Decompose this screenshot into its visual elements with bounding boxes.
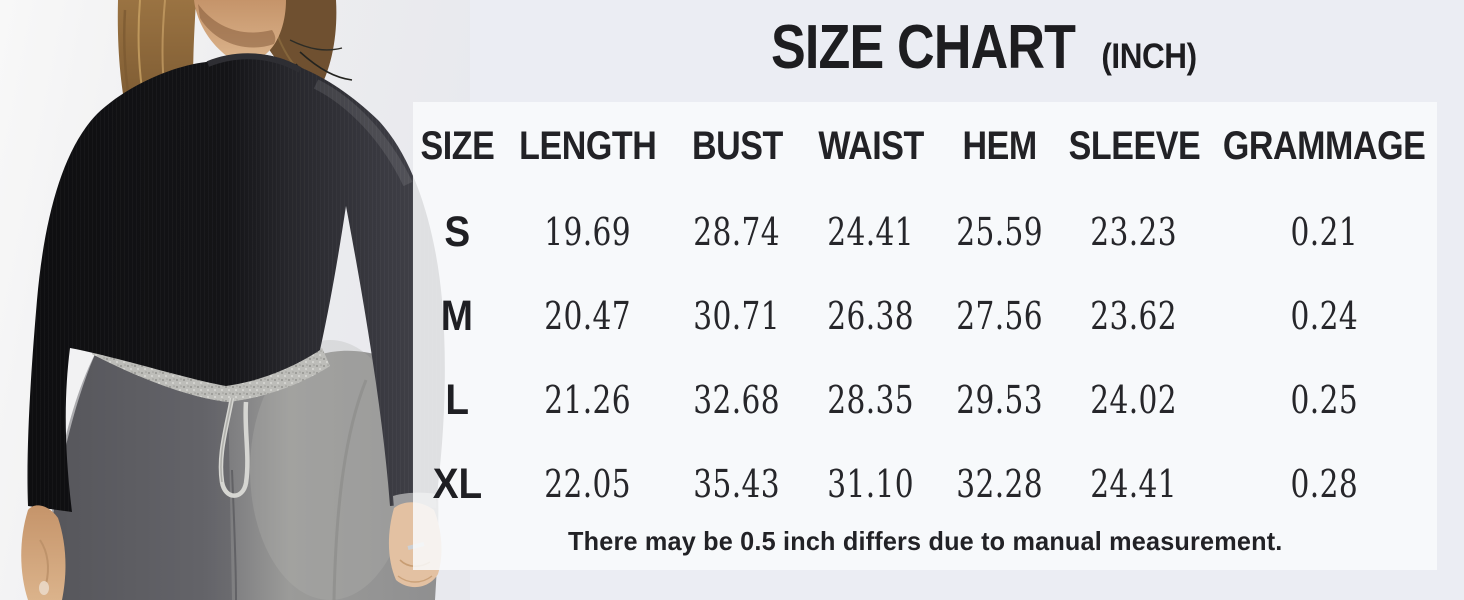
table-cell: 32.68	[693, 378, 781, 422]
table-cell: 0.21	[1290, 210, 1358, 254]
size-chart-panel: SIZE LENGTH BUST WAIST HEM SLEEVE GRAMMA…	[413, 102, 1437, 570]
column-header-length: LENGTH	[519, 123, 657, 168]
table-cell: 31.10	[827, 462, 915, 506]
size-chart-table: SIZE LENGTH BUST WAIST HEM SLEEVE GRAMMA…	[413, 102, 1437, 570]
column-header-sleeve: SLEEVE	[1068, 123, 1200, 168]
column-header-size: SIZE	[420, 123, 494, 168]
column-header-grammage: GRAMMAGE	[1222, 123, 1426, 168]
model-photo-illustration	[0, 0, 470, 600]
size-label-l: L	[445, 375, 469, 424]
size-label-xl: XL	[432, 459, 482, 508]
table-cell: 0.28	[1290, 462, 1358, 506]
table-cell: 35.43	[693, 462, 781, 506]
table-cell: 0.25	[1290, 378, 1358, 422]
table-cell: 29.53	[956, 378, 1044, 422]
table-cell: 24.41	[827, 210, 915, 254]
table-cell: 20.47	[544, 294, 632, 338]
table-cell: 0.24	[1290, 294, 1358, 338]
page-title-unit: (INCH)	[1101, 37, 1197, 76]
table-cell: 27.56	[956, 294, 1044, 338]
page-title-main: SIZE CHART	[771, 13, 1076, 82]
table-cell: 24.41	[1090, 462, 1178, 506]
table-cell: 23.23	[1090, 210, 1178, 254]
column-header-waist: WAIST	[818, 123, 924, 168]
table-cell: 26.38	[827, 294, 915, 338]
table-cell: 24.02	[1090, 378, 1178, 422]
table-cell: 21.26	[544, 378, 632, 422]
measurement-note: There may be 0.5 inch differs due to man…	[567, 526, 1283, 556]
table-cell: 28.74	[693, 210, 781, 254]
table-cell: 25.59	[956, 210, 1044, 254]
table-cell: 28.35	[827, 378, 915, 422]
table-cell: 22.05	[544, 462, 632, 506]
column-header-bust: BUST	[691, 123, 783, 168]
size-label-m: M	[440, 291, 474, 340]
table-cell: 30.71	[693, 294, 781, 338]
size-label-s: S	[444, 207, 470, 256]
page-title: SIZE CHART (INCH)	[742, 12, 1202, 83]
column-header-hem: HEM	[962, 123, 1038, 168]
table-cell: 32.28	[956, 462, 1044, 506]
table-cell: 23.62	[1090, 294, 1178, 338]
model-photo	[0, 0, 470, 600]
table-cell: 19.69	[544, 210, 632, 254]
